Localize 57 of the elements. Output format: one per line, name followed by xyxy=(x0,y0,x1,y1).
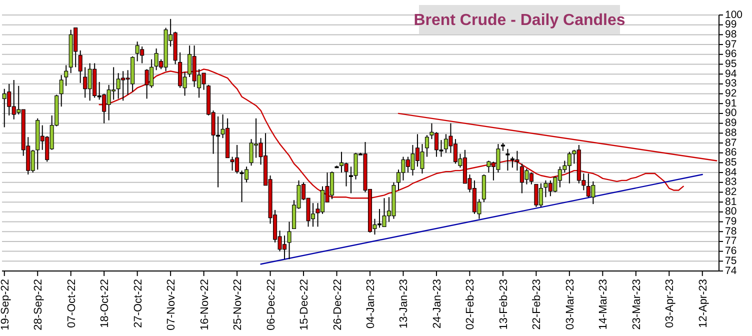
y-tick-label: 93 xyxy=(725,78,737,90)
x-tick-label: 26-Dec-22 xyxy=(332,279,344,330)
y-tick-label: 78 xyxy=(725,225,737,238)
y-tick-label: 85 xyxy=(725,156,737,168)
y-tick-label: 92 xyxy=(725,88,737,100)
y-tick-label: 82 xyxy=(725,186,737,198)
y-tick-label: 88 xyxy=(725,126,737,139)
x-tick-label: 23-Mar-23 xyxy=(630,279,643,330)
y-tick-label: 100 xyxy=(725,8,743,21)
y-tick-label: 74 xyxy=(725,264,737,277)
y-tick-label: 79 xyxy=(725,216,737,228)
x-tick-label: 15-Dec-22 xyxy=(298,279,311,330)
x-tick-label: 19-Sep-22 xyxy=(0,279,12,330)
y-tick-label: 77 xyxy=(725,235,737,248)
x-tick-label: 04-Jan-23 xyxy=(364,279,377,329)
x-tick-label: 24-Jan-23 xyxy=(431,279,444,329)
y-tick-label: 94 xyxy=(725,68,737,80)
x-tick-label: 16-Nov-22 xyxy=(198,279,211,330)
y-tick-label: 91 xyxy=(725,97,737,110)
candlestick xyxy=(506,148,510,172)
y-tick-label: 90 xyxy=(725,107,737,120)
x-tick-label: 07-Oct-22 xyxy=(66,279,78,328)
x-tick-label: 03-Mar-23 xyxy=(564,279,576,330)
x-tick-label: 12-Apr-23 xyxy=(697,279,710,328)
x-tick-label: 13-Feb-23 xyxy=(498,279,510,330)
x-tick-label: 02-Feb-23 xyxy=(464,279,477,330)
x-tick-label: 27-Oct-22 xyxy=(132,279,144,328)
x-tick-label: 07-Nov-22 xyxy=(166,279,178,330)
y-tick-label: 98 xyxy=(725,28,737,40)
y-tick-label: 99 xyxy=(725,18,737,31)
y-tick-label: 95 xyxy=(725,58,737,70)
y-tick-label: 87 xyxy=(725,136,737,149)
candlestick xyxy=(424,134,429,158)
x-tick-label: 03-Apr-23 xyxy=(664,279,676,328)
chart-title: Brent Crude - Daily Candles xyxy=(414,12,626,29)
y-tick-label: 83 xyxy=(725,176,737,188)
y-tick-label: 80 xyxy=(725,206,737,218)
candlestick xyxy=(287,221,292,260)
x-tick-label: 25-Nov-22 xyxy=(232,279,244,330)
x-tick-label: 06-Dec-22 xyxy=(265,279,278,330)
y-tick-label: 81 xyxy=(725,196,737,208)
x-tick-label: 13-Jan-23 xyxy=(398,279,410,329)
x-tick-label: 18-Oct-22 xyxy=(99,279,112,328)
x-tick-label: 22-Feb-23 xyxy=(531,279,544,330)
candlestick xyxy=(482,174,486,203)
y-tick-label: 76 xyxy=(725,245,737,258)
candlestick xyxy=(78,50,82,84)
x-tick-label: 14-Mar-23 xyxy=(598,279,610,330)
candlestick xyxy=(59,74,64,108)
y-tick-label: 96 xyxy=(725,48,737,60)
candlestick xyxy=(64,64,68,86)
y-tick-label: 86 xyxy=(725,146,737,159)
x-tick-label: 28-Sep-22 xyxy=(32,279,45,330)
y-tick-label: 97 xyxy=(725,38,737,50)
y-tick-label: 89 xyxy=(725,117,737,130)
y-tick-label: 84 xyxy=(725,166,737,178)
y-tick-label: 75 xyxy=(725,254,737,267)
